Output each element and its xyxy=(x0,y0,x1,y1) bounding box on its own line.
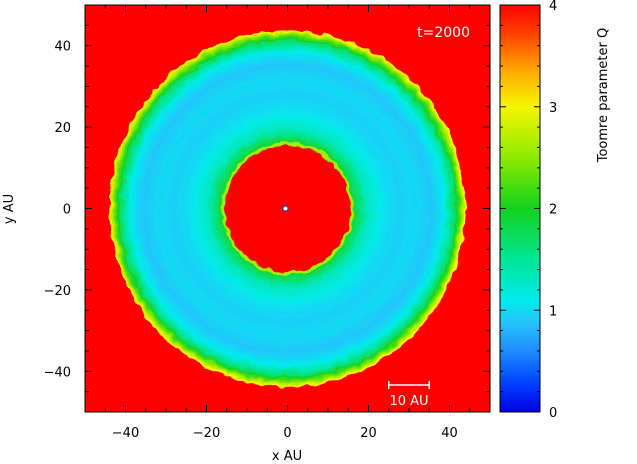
y-axis-label: y AU xyxy=(2,194,17,224)
colorbar-tick-label: 2 xyxy=(549,203,557,218)
x-tick-label: 40 xyxy=(441,426,458,441)
colorbar-tick-label: 4 xyxy=(549,0,557,14)
y-tick-label: −40 xyxy=(44,365,71,380)
inner-edge-ring xyxy=(221,142,354,275)
y-axis-ticks: −40 −20 0 20 40 xyxy=(44,4,490,413)
heatmap-area: t=2000 10 AU xyxy=(84,4,491,413)
x-tick-label: 20 xyxy=(360,426,377,441)
x-tick-label: −40 xyxy=(112,426,139,441)
time-annotation: t=2000 xyxy=(417,25,470,41)
y-tick-label: 20 xyxy=(54,121,71,136)
y-tick-label: −20 xyxy=(44,284,71,299)
y-tick-label: 40 xyxy=(54,40,71,55)
colorbar-tick-label: 3 xyxy=(549,101,557,116)
x-tick-label: −20 xyxy=(193,426,220,441)
x-tick-label: 0 xyxy=(283,426,291,441)
colorbar-label: Toomre parameter Q xyxy=(596,28,611,164)
y-tick-label: 0 xyxy=(63,203,71,218)
colorbar-tick-label: 0 xyxy=(549,406,557,421)
colorbar: 0 1 2 3 4 Toomre parameter Q xyxy=(499,0,611,421)
colorbar-tick-label: 1 xyxy=(549,304,557,319)
x-axis-label: x AU xyxy=(272,449,302,464)
x-axis-ticks: −40 −20 0 20 40 xyxy=(84,5,491,441)
colorbar-frame xyxy=(499,4,541,413)
central-star xyxy=(282,205,289,212)
scale-bar: 10 AU xyxy=(388,381,430,409)
scale-bar-label: 10 AU xyxy=(389,394,428,409)
disc-map xyxy=(109,30,466,387)
colorbar-gradient xyxy=(500,5,540,412)
colorbar-ticks: 0 1 2 3 4 xyxy=(500,0,557,421)
